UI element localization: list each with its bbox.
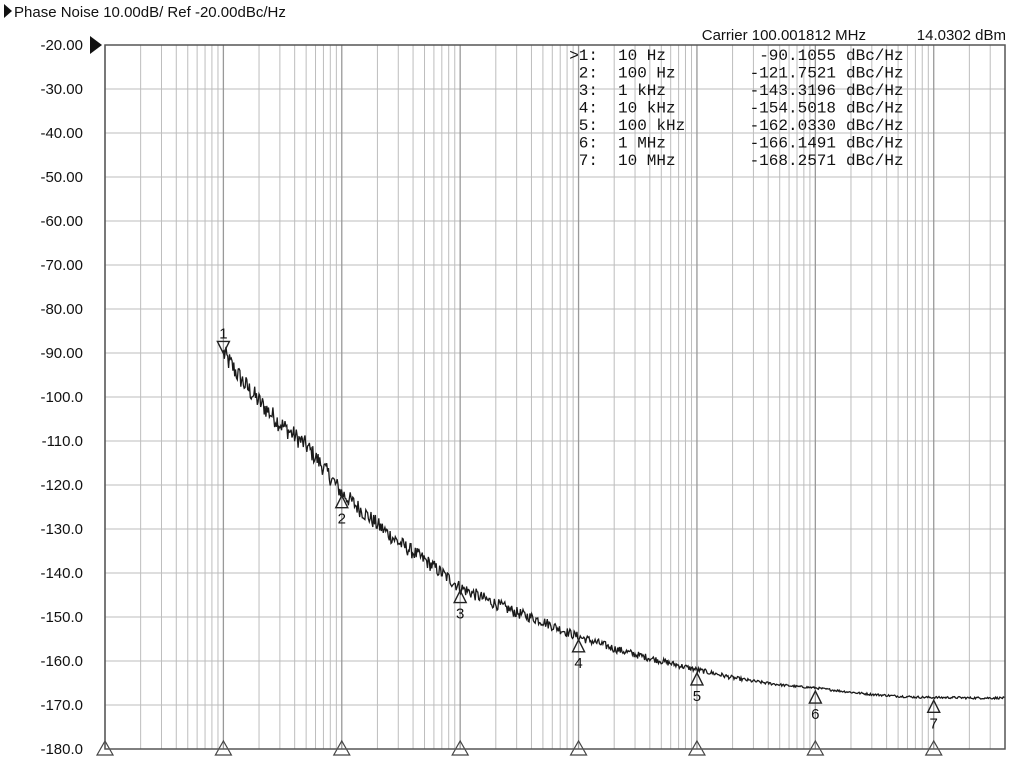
marker-row-value: -90.1055 [759,47,836,65]
trace-layer [222,346,1006,701]
marker-row-index: >1: [569,47,598,65]
y-tick-label: -70.00 [40,257,83,274]
y-tick-label: -110.0 [42,433,83,450]
marker-row-frequency: 1 MHz [618,135,666,153]
marker-row-value: -166.1491 [750,135,836,153]
marker-row-frequency: 100 kHz [618,117,685,135]
plot-frame [104,44,1006,750]
marker-3-triangle-icon [453,589,468,604]
x-decade-tick-icon [95,739,115,756]
marker-row-unit: dBc/Hz [846,152,904,170]
marker-6-triangle-icon [808,689,823,704]
marker-row-index: 5: [579,117,598,135]
y-tick-label: -130.0 [40,521,83,538]
marker-row-frequency: 10 kHz [618,100,676,118]
marker-row-frequency: 10 Hz [618,47,666,65]
marker-2-label: 2 [338,511,346,528]
y-tick-label: -80.00 [40,301,83,318]
y-tick-label: -50.00 [40,169,83,186]
x-decade-tick-icon [332,739,351,756]
marker-row-value: -162.0330 [750,117,836,135]
x-axis [95,739,943,756]
marker-row-index: 6: [579,135,598,153]
x-decade-tick-icon [924,739,943,756]
marker-row-value: -143.3196 [750,82,836,100]
y-tick-label: -20.00 [40,37,83,54]
x-decade-tick-icon [569,739,588,756]
y-tick-label: -40.00 [40,125,83,142]
ref-level-arrow-icon [90,36,102,54]
marker-row-value: -154.5018 [750,100,836,118]
y-tick-label: -60.00 [40,213,83,230]
y-tick-label: -180.0 [40,741,83,758]
title-arrow-icon [4,4,12,18]
y-tick-label: -150.0 [40,609,83,626]
chart-title: Phase Noise 10.00dB/ Ref -20.00dBc/Hz [14,4,286,21]
y-tick-label: -140.0 [40,565,83,582]
y-axis: -20.00 -30.00 -40.00 -50.00 -60.00 -70.00 -80.… [40,37,83,758]
phase-noise-trace [222,346,1006,701]
marker-5-label: 5 [693,688,701,705]
marker-7-triangle-icon [926,698,941,714]
marker-row-unit: dBc/Hz [846,65,904,83]
x-decade-tick-icon [806,739,825,756]
marker-4-triangle-icon [571,638,586,653]
marker-row-value: -121.7521 [750,65,836,83]
carrier-readout: Carrier 100.001812 MHz [702,27,866,44]
marker-row-index: 4: [579,100,598,118]
marker-row-index: 3: [579,82,598,100]
marker-4-label: 4 [574,655,582,672]
x-decade-tick-icon [687,739,706,756]
marker-row-frequency: 1 kHz [618,82,666,100]
marker-1-triangle-icon [216,340,231,356]
y-tick-label: -30.00 [40,81,83,98]
y-tick-label: -170.0 [40,697,83,714]
x-decade-tick-icon [214,739,233,756]
marker-row-index: 7: [579,152,598,170]
y-tick-label: -120.0 [40,477,83,494]
marker-row-frequency: 100 Hz [618,65,676,83]
y-tick-label: -100.0 [40,389,83,406]
marker-table: >1: 10 Hz -90.1055 dBc/Hz 2: 100 Hz -121.7521 d… [569,47,903,170]
marker-row-unit: dBc/Hz [846,100,904,118]
x-decade-tick-icon [451,739,470,756]
marker-row-index: 2: [579,65,598,83]
marker-3-label: 3 [456,606,464,623]
marker-6-label: 6 [811,706,819,723]
marker-row-unit: dBc/Hz [846,135,904,153]
marker-row-unit: dBc/Hz [846,117,904,135]
marker-row-unit: dBc/Hz [846,47,904,65]
marker-row-value: -168.2571 [750,152,836,170]
y-tick-label: -160.0 [40,653,83,670]
marker-row-frequency: 10 MHz [618,152,676,170]
marker-layer: 1 2 3 4 5 6 7 [216,325,941,732]
marker-5-triangle-icon [689,671,705,686]
marker-row-unit: dBc/Hz [846,82,904,100]
marker-1-label: 1 [219,325,227,342]
marker-2-triangle-icon [334,494,349,509]
marker-7-label: 7 [930,715,938,732]
y-tick-label: -90.00 [40,345,83,362]
power-readout: 14.0302 dBm [917,27,1006,44]
